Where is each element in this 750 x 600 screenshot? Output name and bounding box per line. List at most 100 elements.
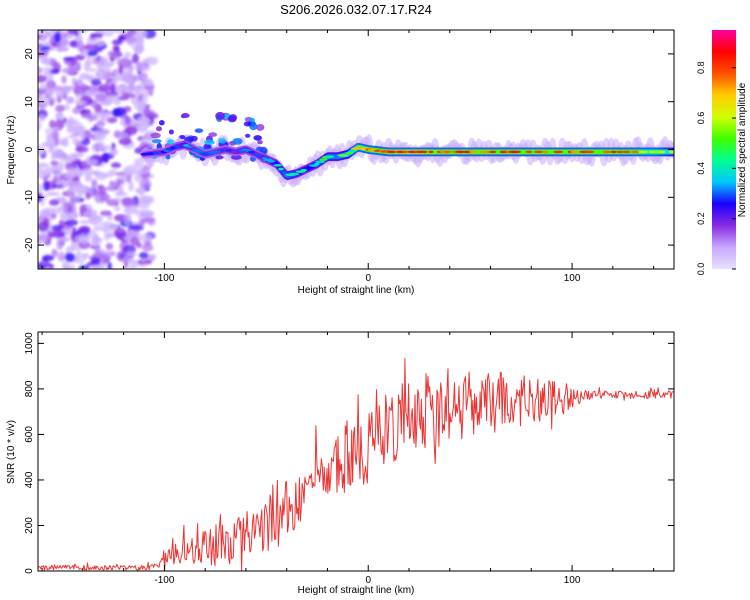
noise-blob: [90, 78, 102, 86]
noise-blob: [103, 224, 108, 230]
ridge-streak: [243, 121, 251, 127]
spectrogram-x-tick-label: 100: [564, 273, 581, 284]
noise-blob: [121, 197, 134, 206]
colorbar-tick-label: 0.8: [696, 61, 706, 74]
noise-blob: [71, 243, 81, 251]
noise-blob: [64, 88, 71, 94]
noise-blob: [79, 208, 85, 218]
ridge-peak: [254, 153, 263, 157]
noise-blob: [64, 172, 74, 179]
noise-blob: [105, 70, 112, 76]
noise-blob: [86, 55, 92, 62]
ridge-streak: [244, 133, 251, 138]
noise-blob: [130, 236, 140, 246]
noise-blob: [111, 142, 116, 151]
snr-y-tick-label: 400: [24, 471, 35, 488]
noise-blob: [99, 193, 111, 202]
ridge-streak: [215, 155, 224, 160]
noise-blob: [81, 75, 94, 80]
ridge-streak: [179, 135, 186, 140]
noise-blob: [114, 227, 127, 239]
noise-blob: [130, 42, 136, 49]
figure-title: S206.2026.032.07.17.R24: [280, 2, 432, 17]
ridge-peak: [616, 150, 625, 154]
noise-blob: [90, 33, 104, 38]
noise-blob: [103, 250, 113, 257]
noise-blob: [106, 62, 114, 67]
noise-blob: [51, 225, 64, 231]
snr-y-tick-label: 200: [24, 517, 35, 534]
ridge-peak: [300, 168, 308, 172]
ridge-peak: [313, 162, 320, 166]
noise-blob: [38, 75, 47, 83]
noise-blob: [110, 162, 122, 169]
noise-blob: [144, 259, 153, 265]
noise-blob: [51, 248, 58, 258]
ridge-peak: [319, 158, 328, 161]
spectrogram-y-tick-label: -10: [24, 190, 35, 205]
noise-blob: [122, 92, 136, 99]
noise-blob: [99, 210, 112, 217]
ridge-peak: [428, 150, 434, 154]
noise-blob: [127, 30, 137, 35]
ridge-streak: [215, 111, 225, 120]
ridge-peak: [443, 150, 452, 154]
noise-blob: [52, 170, 62, 175]
noise-blob: [105, 95, 118, 101]
noise-blob: [49, 68, 60, 74]
noise-blob: [64, 252, 76, 263]
snr-x-tick-label: -100: [154, 575, 174, 586]
noise-blob: [109, 83, 116, 94]
noise-blob: [76, 250, 82, 257]
noise-blob: [83, 44, 97, 51]
noise-blob: [98, 83, 111, 92]
noise-blob: [76, 100, 87, 106]
ridge-peak: [337, 154, 349, 157]
noise-blob: [86, 204, 92, 210]
noise-blob: [74, 185, 89, 194]
noise-blob: [71, 226, 77, 238]
snr-x-tick-label: 100: [564, 575, 581, 586]
ridge-streak: [249, 117, 256, 123]
noise-blob: [66, 153, 80, 160]
ridge-streak: [208, 132, 218, 137]
noise-blob: [114, 130, 121, 139]
noise-blob: [39, 209, 51, 218]
noise-blob: [66, 125, 73, 133]
ridge-peak: [602, 150, 612, 154]
spectrogram-y-tick-label: 20: [24, 48, 35, 60]
noise-blob: [137, 115, 150, 127]
snr-background: [38, 332, 674, 571]
noise-blob: [95, 69, 109, 80]
ridge-peak: [173, 145, 180, 148]
spectrogram-y-tick-label: 0: [24, 146, 35, 152]
noise-blob: [51, 151, 66, 159]
ridge-streak: [228, 114, 238, 122]
colorbar-scale: [712, 30, 736, 269]
noise-blob: [94, 246, 101, 258]
ridge-peak: [152, 151, 162, 155]
noise-blob: [72, 137, 80, 145]
ridge-streak: [150, 132, 161, 139]
ridge-peak: [479, 150, 487, 154]
spectrogram-y-tick-label: 10: [24, 96, 35, 108]
ridge-peak: [211, 150, 221, 154]
noise-blob: [65, 96, 75, 104]
noise-blob: [67, 186, 75, 196]
noise-blob: [133, 173, 143, 182]
noise-blob: [80, 134, 85, 140]
noise-blob: [91, 179, 98, 189]
ridge-peak: [288, 172, 300, 176]
colorbar: 0.0 0.2 0.4 0.6 0.8 Normalized spectral ampl…: [696, 30, 748, 275]
noise-blob: [125, 106, 131, 112]
noise-blob: [84, 174, 93, 182]
noise-blob: [83, 168, 95, 176]
noise-blob: [48, 223, 53, 228]
noise-blob: [49, 119, 56, 129]
colorbar-tick-label: 0.2: [696, 212, 706, 225]
noise-blob: [69, 40, 78, 48]
noise-blob: [111, 39, 123, 46]
noise-blob: [78, 264, 90, 269]
